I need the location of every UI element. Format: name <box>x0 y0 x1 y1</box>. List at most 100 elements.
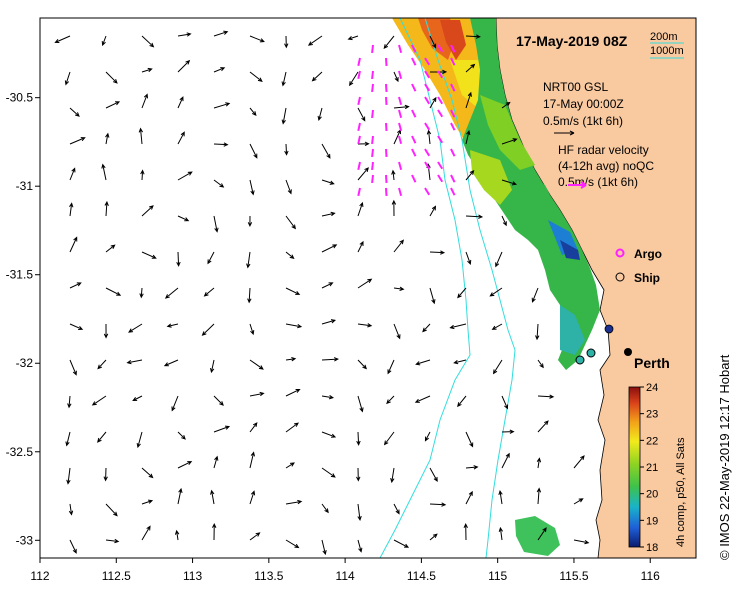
current-arrow <box>164 287 179 299</box>
current-arrow <box>249 323 255 336</box>
radar-arrow <box>424 96 431 105</box>
current-arrow <box>141 525 151 541</box>
radar-arrow <box>371 135 374 145</box>
colorbar-tick-label: 18 <box>646 542 658 554</box>
perth-city-marker <box>624 348 632 356</box>
current-arrow <box>249 71 263 82</box>
current-arrow <box>281 71 287 87</box>
lon-tick-label: 112.5 <box>102 569 131 583</box>
radar-arrow <box>424 187 431 196</box>
lon-tick-label: 114.5 <box>407 569 436 583</box>
radar-arrow <box>357 135 361 145</box>
current-arrow <box>177 32 192 37</box>
hf-radar-arrows <box>357 44 456 197</box>
current-arrow <box>536 457 542 469</box>
current-arrow <box>105 503 118 517</box>
current-arrow <box>176 251 181 267</box>
current-arrow <box>68 503 74 516</box>
current-arrow <box>105 71 118 84</box>
current-arrow <box>465 214 484 219</box>
radar-arrow <box>385 122 388 132</box>
current-arrow <box>69 323 84 330</box>
radar-arrow <box>450 83 456 92</box>
radar-arrow <box>398 70 403 79</box>
current-arrow <box>424 431 431 442</box>
current-arrow <box>105 244 116 253</box>
current-arrow <box>213 179 225 188</box>
current-arrow <box>307 35 323 46</box>
colorbar-tick-label: 23 <box>646 409 658 421</box>
current-arrow <box>105 101 121 109</box>
current-arrow <box>465 34 481 39</box>
radar-arrow <box>398 135 403 144</box>
current-arrow <box>174 529 180 541</box>
current-arrow <box>489 287 503 297</box>
current-arrow <box>393 503 400 515</box>
radar-arrow <box>437 44 444 53</box>
radar-arrow <box>398 187 403 196</box>
current-arrow <box>347 35 359 41</box>
current-arrow <box>357 107 366 122</box>
current-arrow <box>209 359 215 374</box>
current-arrow <box>138 127 144 145</box>
current-arrow <box>415 359 431 366</box>
current-arrow <box>501 395 509 410</box>
current-arrow <box>383 431 395 446</box>
isobaths <box>379 18 516 558</box>
current-arrow <box>429 502 447 507</box>
current-arrow <box>249 490 256 505</box>
radar-arrow <box>411 148 417 157</box>
current-arrow <box>177 171 193 181</box>
current-arrow <box>391 169 396 181</box>
current-arrow <box>321 143 331 159</box>
radar-arrow <box>385 174 388 184</box>
current-arrow <box>357 503 362 522</box>
current-arrow <box>105 132 110 145</box>
radar-arrow <box>385 57 388 67</box>
radar-arrow <box>450 57 456 66</box>
current-arrow <box>357 167 369 181</box>
radar-legend-avg: (4-12h avg) noQC <box>558 159 654 173</box>
lon-tick-label: 115 <box>488 569 507 583</box>
current-arrow <box>429 205 437 217</box>
current-arrow <box>321 467 336 478</box>
current-arrow <box>201 323 215 336</box>
current-arrow <box>284 35 289 49</box>
current-arrow <box>213 425 231 433</box>
current-arrow <box>393 239 404 253</box>
current-arrow <box>249 391 265 397</box>
current-arrow <box>317 107 323 121</box>
current-arrow <box>429 35 437 49</box>
current-arrow <box>495 251 503 268</box>
current-arrow <box>69 282 82 289</box>
current-arrow <box>321 357 339 362</box>
current-arrow <box>465 169 475 181</box>
current-arrow <box>284 143 289 156</box>
radar-arrow <box>398 96 403 105</box>
current-arrow <box>357 278 373 289</box>
current-arrow <box>177 59 191 73</box>
radar-arrow <box>385 83 388 93</box>
current-arrow <box>141 93 149 109</box>
current-arrow <box>465 91 472 109</box>
current-arrow <box>54 35 71 44</box>
current-arrow <box>393 71 399 83</box>
current-arrow <box>285 179 292 195</box>
current-arrow <box>101 163 107 181</box>
radar-arrow <box>424 148 431 157</box>
gsl-legend: NRT00 GSL 17-May 00:00Z 0.5m/s (1kt 6h) <box>543 80 624 136</box>
current-arrow <box>501 101 511 109</box>
current-arrow <box>64 71 71 86</box>
current-arrow <box>177 96 184 109</box>
current-arrow <box>249 107 257 117</box>
radar-arrow <box>411 83 417 92</box>
current-arrow <box>213 395 224 406</box>
current-arrow <box>321 395 335 400</box>
radar-arrow <box>424 161 431 170</box>
radar-arrow <box>411 44 417 53</box>
current-arrow <box>249 422 258 433</box>
radar-arrow <box>398 122 403 131</box>
current-arrow <box>67 395 72 409</box>
current-arrow <box>537 420 549 433</box>
current-arrow <box>498 526 504 541</box>
